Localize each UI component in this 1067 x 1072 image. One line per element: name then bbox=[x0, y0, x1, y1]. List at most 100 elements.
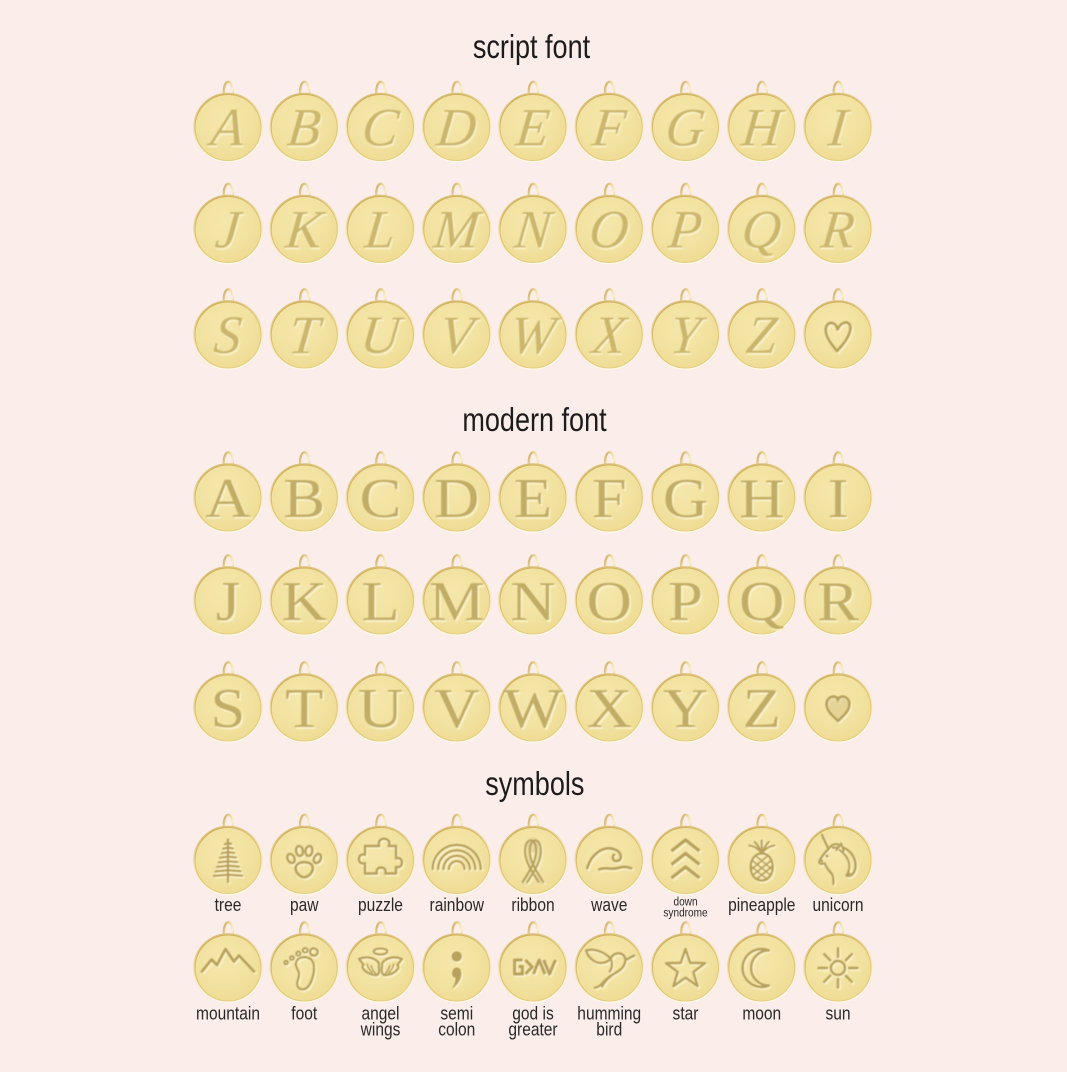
svg-text:S: S bbox=[213, 307, 246, 367]
svg-text:bird: bird bbox=[596, 1019, 622, 1040]
svg-text:H: H bbox=[739, 99, 788, 159]
svg-text:modern font: modern font bbox=[462, 403, 607, 439]
svg-text:P: P bbox=[668, 570, 703, 632]
svg-text:R: R bbox=[817, 200, 857, 260]
svg-text:N: N bbox=[512, 572, 557, 634]
svg-text:L: L bbox=[361, 200, 398, 260]
svg-text:R: R bbox=[817, 570, 859, 632]
svg-text:E: E bbox=[512, 98, 552, 158]
svg-text:Q: Q bbox=[739, 570, 784, 632]
svg-text:Q: Q bbox=[739, 200, 784, 260]
svg-text:puzzle: puzzle bbox=[358, 895, 403, 916]
svg-text:T: T bbox=[287, 679, 325, 741]
svg-text:X: X bbox=[588, 305, 631, 365]
svg-text:K: K bbox=[283, 572, 328, 634]
svg-text:G: G bbox=[664, 99, 709, 159]
svg-text:I: I bbox=[828, 467, 849, 529]
svg-text:B: B bbox=[283, 467, 325, 529]
svg-text:H: H bbox=[741, 469, 786, 531]
svg-text:U: U bbox=[360, 679, 405, 741]
svg-text:V: V bbox=[436, 679, 481, 741]
svg-text:Z: Z bbox=[744, 305, 781, 365]
svg-text:C: C bbox=[361, 99, 404, 159]
svg-text:D: D bbox=[433, 98, 479, 158]
svg-text:P: P bbox=[665, 200, 705, 260]
svg-text:T: T bbox=[285, 677, 323, 739]
svg-text:S: S bbox=[211, 677, 246, 739]
svg-text:X: X bbox=[589, 307, 632, 367]
svg-text:F: F bbox=[593, 469, 628, 531]
svg-text:paw: paw bbox=[290, 895, 319, 916]
svg-text:angel: angel bbox=[361, 1003, 399, 1024]
svg-text:foot: foot bbox=[291, 1003, 317, 1024]
svg-text:W: W bbox=[503, 677, 562, 739]
svg-text:C: C bbox=[360, 467, 402, 529]
svg-text:G: G bbox=[663, 98, 708, 158]
svg-text:S: S bbox=[211, 305, 244, 365]
svg-text:R: R bbox=[819, 201, 859, 261]
svg-text:L: L bbox=[363, 572, 401, 634]
svg-text:colon: colon bbox=[438, 1019, 475, 1040]
svg-text:J: J bbox=[217, 572, 241, 634]
svg-text:Q: Q bbox=[741, 572, 786, 634]
svg-text:H: H bbox=[739, 467, 784, 529]
svg-text:K: K bbox=[282, 570, 327, 632]
svg-text:rainbow: rainbow bbox=[430, 895, 485, 916]
svg-text:pineapple: pineapple bbox=[728, 895, 795, 916]
svg-text:O: O bbox=[587, 200, 632, 260]
svg-text:H: H bbox=[738, 98, 787, 158]
svg-text:D: D bbox=[434, 467, 479, 529]
svg-text:F: F bbox=[589, 98, 630, 158]
svg-text:tree: tree bbox=[215, 895, 242, 916]
svg-text:down: down bbox=[673, 896, 697, 909]
svg-text:O: O bbox=[588, 201, 633, 261]
svg-text:E: E bbox=[514, 99, 554, 159]
svg-text:P: P bbox=[666, 201, 706, 261]
svg-text:F: F bbox=[592, 467, 627, 529]
svg-text:M: M bbox=[430, 200, 485, 260]
svg-text:I: I bbox=[829, 469, 850, 531]
svg-text:R: R bbox=[819, 572, 861, 634]
svg-text:X: X bbox=[588, 679, 633, 741]
svg-text:Z: Z bbox=[745, 307, 782, 367]
svg-text:E: E bbox=[514, 467, 552, 529]
svg-text:S: S bbox=[212, 679, 247, 741]
svg-text:greater: greater bbox=[508, 1019, 558, 1040]
svg-text:Z: Z bbox=[743, 677, 781, 739]
svg-text:U: U bbox=[358, 677, 403, 739]
svg-text:A: A bbox=[207, 469, 252, 531]
svg-text:script font: script font bbox=[473, 30, 591, 66]
svg-text:E: E bbox=[516, 469, 554, 531]
svg-text:god is: god is bbox=[512, 1003, 553, 1024]
svg-text:N: N bbox=[510, 570, 555, 632]
svg-text:mountain: mountain bbox=[196, 1003, 260, 1024]
svg-text:J: J bbox=[216, 570, 240, 632]
svg-text:M: M bbox=[431, 572, 487, 634]
svg-text:A: A bbox=[205, 467, 250, 529]
svg-text:sun: sun bbox=[825, 1003, 850, 1024]
svg-text:wave: wave bbox=[590, 895, 627, 916]
svg-text:humming: humming bbox=[577, 1003, 641, 1024]
svg-text:V: V bbox=[434, 677, 479, 739]
svg-text:M: M bbox=[431, 201, 486, 261]
svg-text:wings: wings bbox=[360, 1019, 401, 1040]
svg-text:moon: moon bbox=[742, 1003, 781, 1024]
svg-text:P: P bbox=[670, 572, 705, 634]
svg-text:G: G bbox=[665, 469, 710, 531]
svg-text:syndrome: syndrome bbox=[663, 907, 707, 920]
svg-text:L: L bbox=[361, 570, 399, 632]
svg-text:B: B bbox=[286, 99, 325, 159]
svg-text:C: C bbox=[361, 469, 403, 531]
svg-text:Y: Y bbox=[663, 677, 708, 739]
svg-text:C: C bbox=[359, 98, 402, 158]
svg-text:L: L bbox=[363, 201, 400, 261]
svg-text:Q: Q bbox=[740, 201, 785, 261]
svg-text:G: G bbox=[663, 467, 708, 529]
svg-text:D: D bbox=[434, 99, 480, 159]
svg-text:X: X bbox=[587, 677, 632, 739]
svg-text:star: star bbox=[673, 1003, 699, 1024]
svg-text:ribbon: ribbon bbox=[511, 895, 554, 916]
svg-text:W: W bbox=[505, 679, 564, 741]
svg-text:D: D bbox=[436, 469, 481, 531]
svg-text:M: M bbox=[429, 570, 485, 632]
